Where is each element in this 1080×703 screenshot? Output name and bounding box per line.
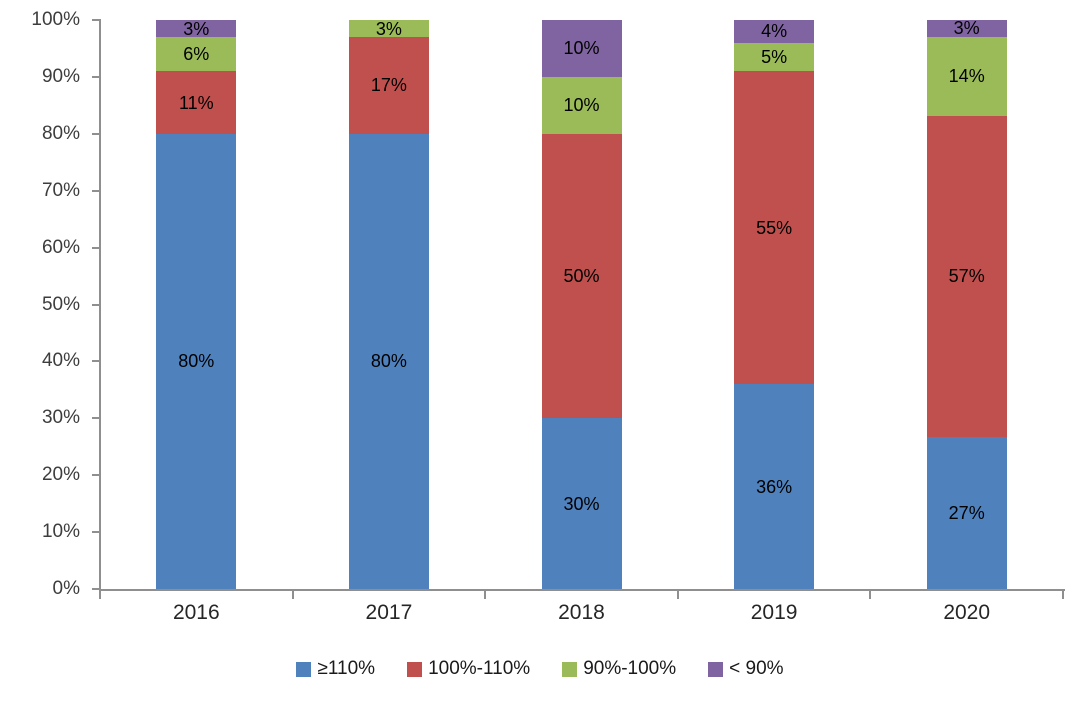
y-axis-tick-label: 60% xyxy=(41,236,80,258)
data-label: 3% xyxy=(183,18,210,39)
y-axis-tick-mark xyxy=(92,531,99,534)
y-axis-tick-label: 0% xyxy=(52,578,80,599)
bar-segment-2020-≥110%: 27% xyxy=(926,436,1007,589)
bar-segment-2017-≥110%: 80% xyxy=(348,133,429,589)
bar-2017: 80% 17% 3% xyxy=(348,18,429,589)
legend-swatch xyxy=(296,661,312,677)
x-axis-tick-mark xyxy=(99,591,101,599)
bar-segment-2017-100%-110%: 17% xyxy=(348,37,429,134)
legend-label: ≥110% xyxy=(317,658,376,679)
y-axis-tick-label: 80% xyxy=(41,122,80,144)
legend-label: 100%-110% xyxy=(428,658,531,679)
legend-swatch xyxy=(562,661,578,677)
y-axis-tick-label: 20% xyxy=(41,464,80,486)
x-axis-category-label: 2020 xyxy=(943,601,991,624)
bar-segment-2019-90%-100%: 5% xyxy=(734,42,815,72)
legend-item-≥110%: ≥110% xyxy=(296,658,375,680)
data-label: 57% xyxy=(948,266,985,287)
data-label: 5% xyxy=(761,46,788,67)
x-axis-category-label: 2019 xyxy=(750,601,798,624)
data-label: 3% xyxy=(953,18,980,39)
bar-segment-2017-90%-100%: 3% xyxy=(348,18,429,39)
y-axis-tick-mark xyxy=(92,75,99,78)
legend-item-< 90%: < 90% xyxy=(708,658,784,680)
data-label: 11% xyxy=(178,92,214,113)
data-label: 80% xyxy=(370,351,407,372)
y-axis-tick-mark xyxy=(92,19,99,21)
y-axis-tick-mark xyxy=(92,588,99,590)
bar-segment-2016-100%-110%: 11% xyxy=(156,71,237,134)
data-label: 17% xyxy=(370,75,407,96)
data-label: 4% xyxy=(761,21,788,42)
bar-segment-2020-< 90%: 3% xyxy=(926,18,1007,39)
x-axis-tick-mark xyxy=(484,591,487,599)
x-axis-tick-mark xyxy=(291,591,294,599)
legend-item-100%-110%: 100%-110% xyxy=(407,658,530,680)
bar-segment-2019-< 90%: 4% xyxy=(734,19,815,43)
y-axis-tick-mark xyxy=(92,417,99,420)
plot-area: 80% 11% 6% 3% 80% 17% 3% 30% 50% 10% 10% 36% 55% 5% 4%… xyxy=(100,18,1063,589)
bar-segment-2018-100%-110%: 50% xyxy=(541,133,622,419)
y-axis-tick-label: 70% xyxy=(41,179,80,201)
data-label: 3% xyxy=(375,18,402,39)
bar-segment-2018-≥110%: 30% xyxy=(541,418,622,589)
y-axis-tick-label: 30% xyxy=(41,407,80,429)
bar-segment-2016-< 90%: 3% xyxy=(156,18,237,39)
x-axis-tick-mark xyxy=(1062,591,1064,599)
bar-2020: 27% 57% 14% 3% xyxy=(926,18,1007,589)
y-axis-tick-mark xyxy=(92,246,99,249)
y-axis-tick-mark xyxy=(92,303,99,306)
bar-segment-2018-< 90%: 10% xyxy=(541,19,622,77)
data-label: 10% xyxy=(563,95,600,116)
y-axis-tick-mark xyxy=(92,189,99,192)
bar-2018: 30% 50% 10% 10% xyxy=(541,19,622,589)
y-axis-line xyxy=(99,19,101,591)
y-axis-tick-label: 40% xyxy=(41,350,80,372)
legend-item-90%-100%: 90%-100% xyxy=(562,658,676,680)
y-axis-tick-mark xyxy=(92,132,99,135)
bar-segment-2020-100%-110%: 57% xyxy=(926,115,1007,437)
bar-segment-2019-100%-110%: 55% xyxy=(734,71,815,385)
data-label: 50% xyxy=(563,266,600,287)
bar-segment-2016-≥110%: 80% xyxy=(156,133,237,589)
data-label: 27% xyxy=(948,502,985,523)
x-axis-tick-mark xyxy=(869,591,872,599)
bar-2019: 36% 55% 5% 4% xyxy=(734,19,815,589)
data-label: 14% xyxy=(948,66,985,87)
data-label: 6% xyxy=(183,44,210,65)
bar-segment-2018-90%-100%: 10% xyxy=(541,76,622,134)
x-axis-category-label: 2017 xyxy=(365,601,413,624)
bar-segment-2019-≥110%: 36% xyxy=(734,384,815,589)
data-label: 30% xyxy=(563,493,600,514)
data-label: 36% xyxy=(756,476,793,497)
y-axis-tick-label: 10% xyxy=(41,521,80,543)
x-axis-category-label: 2016 xyxy=(172,601,220,624)
x-axis-line xyxy=(99,589,1065,591)
legend-swatch xyxy=(708,661,724,677)
x-axis-tick-mark xyxy=(676,591,679,599)
y-axis-tick-label: 100% xyxy=(31,9,80,30)
data-label: 80% xyxy=(178,351,215,372)
y-axis-tick-label: 90% xyxy=(41,65,80,87)
legend-label: 90%-100% xyxy=(583,658,677,679)
data-label: 55% xyxy=(756,217,793,238)
x-axis-category-label: 2018 xyxy=(558,601,605,624)
bar-2016: 80% 11% 6% 3% xyxy=(156,18,237,589)
bar-segment-2020-90%-100%: 14% xyxy=(926,36,1007,116)
bar-segment-2016-90%-100%: 6% xyxy=(156,37,237,72)
legend-swatch xyxy=(407,661,423,677)
y-axis-tick-mark xyxy=(92,360,99,363)
legend: ≥110% 100%-110% 90%-100% < 90% xyxy=(0,653,1080,685)
y-axis-tick-mark xyxy=(92,474,99,477)
y-axis-tick-label: 50% xyxy=(41,293,80,315)
legend-label: < 90% xyxy=(729,658,784,679)
data-label: 10% xyxy=(563,38,600,59)
